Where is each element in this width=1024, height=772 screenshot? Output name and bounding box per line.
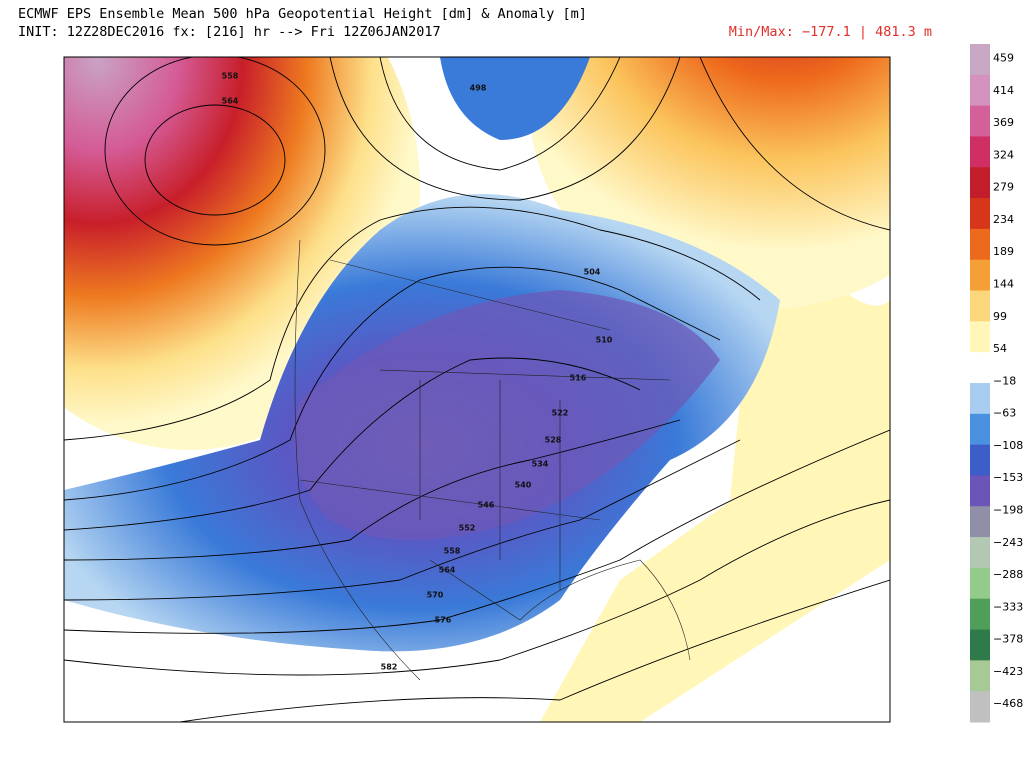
colorbar-label: −108 — [993, 439, 1023, 452]
colorbar-swatch — [970, 444, 990, 476]
colorbar-swatch — [970, 74, 990, 107]
map-frame — [63, 56, 891, 723]
contour-label: 552 — [459, 524, 476, 533]
height-contours — [64, 57, 890, 722]
colorbar-label: 234 — [993, 213, 1014, 226]
colorbar-swatch — [970, 352, 990, 384]
colorbar-label: −288 — [993, 568, 1023, 581]
colorbar-label: 54 — [993, 342, 1007, 355]
colorbar-label: 414 — [993, 84, 1014, 97]
colorbar-label: −63 — [993, 407, 1016, 420]
contour-labels: 558 564 498 504 510 516 522 528 534 540 … — [222, 72, 613, 672]
colorbar-swatch — [970, 506, 990, 538]
contour-label: 582 — [381, 663, 398, 672]
colorbar-swatch — [970, 198, 990, 230]
colorbar-label: −153 — [993, 471, 1023, 484]
colorbar-label: 369 — [993, 116, 1014, 129]
colorbar-swatch — [970, 321, 990, 353]
colorbar-swatch — [970, 567, 990, 600]
borders — [294, 239, 691, 681]
contour-label: 558 — [222, 72, 239, 81]
colorbar: 459 414 369 324 279 234 189 144 99 54 −18 −63 −108 −1… — [970, 44, 1023, 723]
colorbar-swatch — [970, 383, 990, 415]
min-max: Min/Max: −177.1 | 481.3 m — [729, 24, 932, 40]
contour-label: 546 — [478, 501, 495, 510]
contour-label: 570 — [427, 591, 444, 600]
contour-label: 558 — [444, 547, 461, 556]
colorbar-label: 324 — [993, 148, 1014, 161]
colorbar-label: 459 — [993, 52, 1014, 65]
colorbar-label: −423 — [993, 665, 1023, 678]
title: ECMWF EPS Ensemble Mean 500 hPa Geopoten… — [18, 6, 587, 22]
contour-label: 504 — [584, 268, 601, 277]
colorbar-swatch — [970, 598, 990, 631]
colorbar-label: −378 — [993, 633, 1023, 646]
colorbar-label: −18 — [993, 374, 1016, 387]
colorbar-label: 144 — [993, 278, 1014, 291]
colorbar-label: −198 — [993, 504, 1023, 517]
colorbar-label: −243 — [993, 536, 1023, 549]
contour-label: 498 — [470, 84, 487, 93]
colorbar-swatch — [970, 413, 990, 446]
colorbar-swatch — [970, 660, 990, 692]
contour-label: 540 — [515, 481, 532, 490]
contour-label: 516 — [570, 374, 587, 383]
colorbar-label: 99 — [993, 310, 1007, 323]
colorbar-swatch — [970, 44, 990, 76]
colorbar-swatch — [970, 105, 990, 137]
map — [64, 57, 890, 722]
colorbar-swatch — [970, 290, 990, 322]
contour-label: 564 — [222, 97, 239, 106]
init-time: INIT: 12Z28DEC2016 fx: [216] hr --> Fri … — [18, 24, 441, 40]
contour-label: 510 — [596, 336, 613, 345]
contour-label: 522 — [552, 409, 569, 418]
colorbar-swatch — [970, 228, 990, 261]
colorbar-swatch — [970, 475, 990, 507]
colorbar-label: 279 — [993, 181, 1014, 194]
colorbar-label: 189 — [993, 245, 1014, 258]
contour-label: 576 — [435, 616, 452, 625]
colorbar-swatch — [970, 537, 990, 569]
colorbar-swatch — [970, 167, 990, 199]
colorbar-label: −333 — [993, 600, 1023, 613]
colorbar-label: −468 — [993, 697, 1023, 710]
colorbar-swatch — [970, 691, 990, 723]
colorbar-swatch — [970, 136, 990, 168]
colorbar-swatch — [970, 259, 990, 292]
contour-label: 534 — [532, 460, 549, 469]
colorbar-swatch — [970, 629, 990, 661]
contour-label: 564 — [439, 566, 456, 575]
contour-label: 528 — [545, 436, 562, 445]
